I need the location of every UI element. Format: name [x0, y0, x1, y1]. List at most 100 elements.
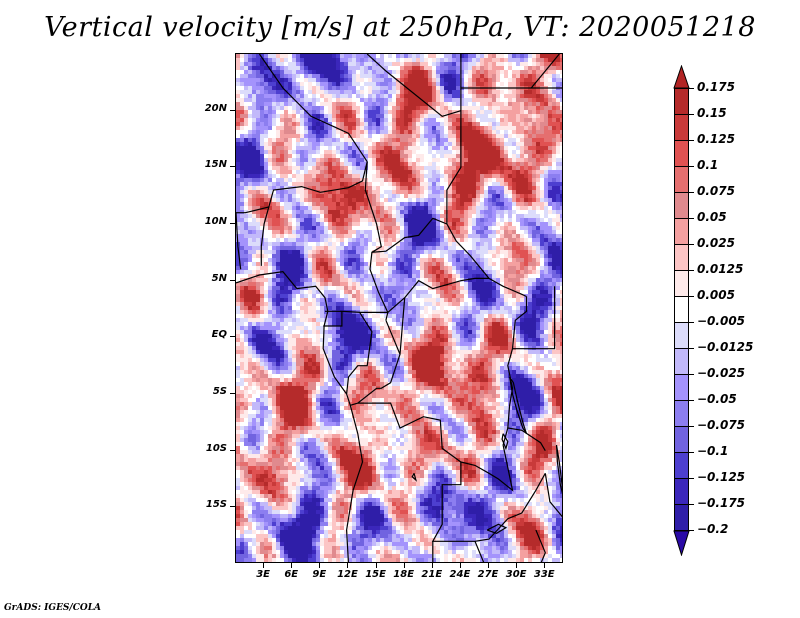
country-border: [346, 312, 373, 395]
lat-tick-label: 15S: [205, 499, 227, 511]
country-border: [323, 311, 343, 327]
country-border: [460, 427, 546, 492]
colorbar-tick: [689, 348, 694, 349]
colorbar-max-arrow: [673, 65, 690, 89]
lon-tick-label: 12E: [337, 569, 358, 580]
colorbar-segment: [674, 478, 689, 505]
colorbar-tick: [689, 270, 694, 271]
colorbar-label: −0.175: [697, 496, 746, 510]
lon-tick: [347, 563, 349, 568]
colorbar-label: 0.05: [697, 210, 727, 224]
colorbar-tick: [689, 114, 694, 115]
lat-tick-label: 10N: [204, 216, 227, 227]
country-border: [544, 473, 562, 518]
lon-tick-label: 21E: [421, 569, 443, 580]
colorbar-tick: [689, 530, 694, 531]
colorbar-segment: [674, 270, 689, 297]
colorbar-segment: [674, 166, 689, 193]
country-border: [535, 529, 546, 562]
colorbar-tick: [689, 296, 694, 297]
colorbar-segment: [674, 452, 689, 479]
colorbar-label: 0.0125: [697, 262, 744, 276]
colorbar-segment: [674, 348, 689, 375]
lake-outline: [509, 376, 528, 435]
lake-outline: [486, 523, 508, 535]
vertical-velocity-field: [236, 54, 562, 562]
lat-tick: [230, 279, 235, 281]
lon-tick: [488, 563, 490, 568]
colorbar-label: −0.005: [697, 314, 746, 328]
lon-tick: [291, 563, 293, 568]
colorbar-label: 0.005: [697, 288, 735, 302]
lon-tick: [516, 563, 518, 568]
colorbar-segment: [674, 88, 689, 115]
colorbar-label: −0.2: [697, 522, 729, 536]
colorbar-segment: [674, 374, 689, 401]
colorbar-segment: [674, 244, 689, 271]
colorbar-tick: [689, 322, 694, 323]
colorbar-tick: [689, 166, 694, 167]
colorbar-tick: [689, 88, 694, 89]
lon-tick-label: 3E: [256, 569, 270, 580]
lake-outline: [555, 444, 562, 494]
country-border: [474, 541, 485, 562]
country-border: [236, 161, 368, 214]
colorbar-label: −0.075: [697, 418, 746, 432]
colorbar-label: 0.025: [697, 236, 735, 250]
colorbar-min-arrow: [673, 530, 690, 556]
lon-tick: [403, 563, 405, 568]
colorbar-tick: [689, 452, 694, 453]
map-title: Vertical velocity [m/s] at 250hPa, VT: 2…: [44, 12, 756, 43]
country-border: [258, 54, 368, 163]
colorbar-segment: [674, 426, 689, 453]
colorbar-segment: [674, 504, 689, 531]
country-border: [236, 212, 242, 270]
lon-tick-label: 15E: [365, 569, 386, 580]
lon-tick: [375, 563, 377, 568]
lon-tick: [431, 563, 433, 568]
lat-tick-label: EQ: [211, 329, 227, 341]
lon-tick: [544, 563, 546, 568]
colorbar-segment: [674, 296, 689, 323]
colorbar-label: 0.175: [697, 80, 735, 94]
lon-tick-label: 27E: [477, 569, 499, 580]
colorbar-label: 0.1: [697, 158, 719, 172]
lat-tick: [230, 393, 235, 394]
colorbar-segment: [674, 218, 689, 245]
colorbar-label: −0.025: [697, 366, 746, 380]
colorbar-label: −0.1: [697, 444, 729, 458]
lon-tick-label: 30E: [505, 569, 527, 580]
lat-tick-label: 5S: [212, 386, 227, 397]
country-border: [526, 286, 556, 350]
lon-tick-label: 9E: [312, 569, 327, 580]
country-border: [371, 217, 527, 298]
country-border: [260, 206, 270, 266]
lon-tick-label: 24E: [449, 569, 471, 580]
colorbar-segment: [674, 114, 689, 141]
lon-tick-label: 33E: [533, 569, 555, 580]
country-border: [399, 297, 406, 355]
colorbar-label: 0.075: [697, 184, 735, 198]
colorbar-tick: [689, 400, 694, 401]
country-border: [325, 310, 388, 313]
lat-tick-label: 5N: [211, 272, 227, 284]
colorbar-label: −0.125: [697, 470, 746, 484]
country-border: [236, 270, 364, 562]
colorbar-tick: [689, 192, 694, 193]
lon-tick: [263, 563, 265, 568]
lon-tick: [319, 563, 321, 568]
colorbar-tick: [689, 478, 694, 479]
lat-tick: [230, 109, 235, 111]
lat-tick: [230, 336, 235, 338]
colorbar-label: 0.125: [697, 132, 735, 146]
country-border: [530, 54, 560, 89]
colorbar-segment: [674, 322, 689, 349]
country-border: [357, 402, 546, 542]
map-plot-area: [235, 53, 563, 563]
colorbar-tick: [689, 426, 694, 427]
colorbar-tick: [689, 140, 694, 141]
lat-tick: [230, 166, 235, 168]
country-border: [511, 296, 528, 349]
colorbar-label: −0.0125: [697, 340, 754, 354]
colorbar-tick: [689, 244, 694, 245]
